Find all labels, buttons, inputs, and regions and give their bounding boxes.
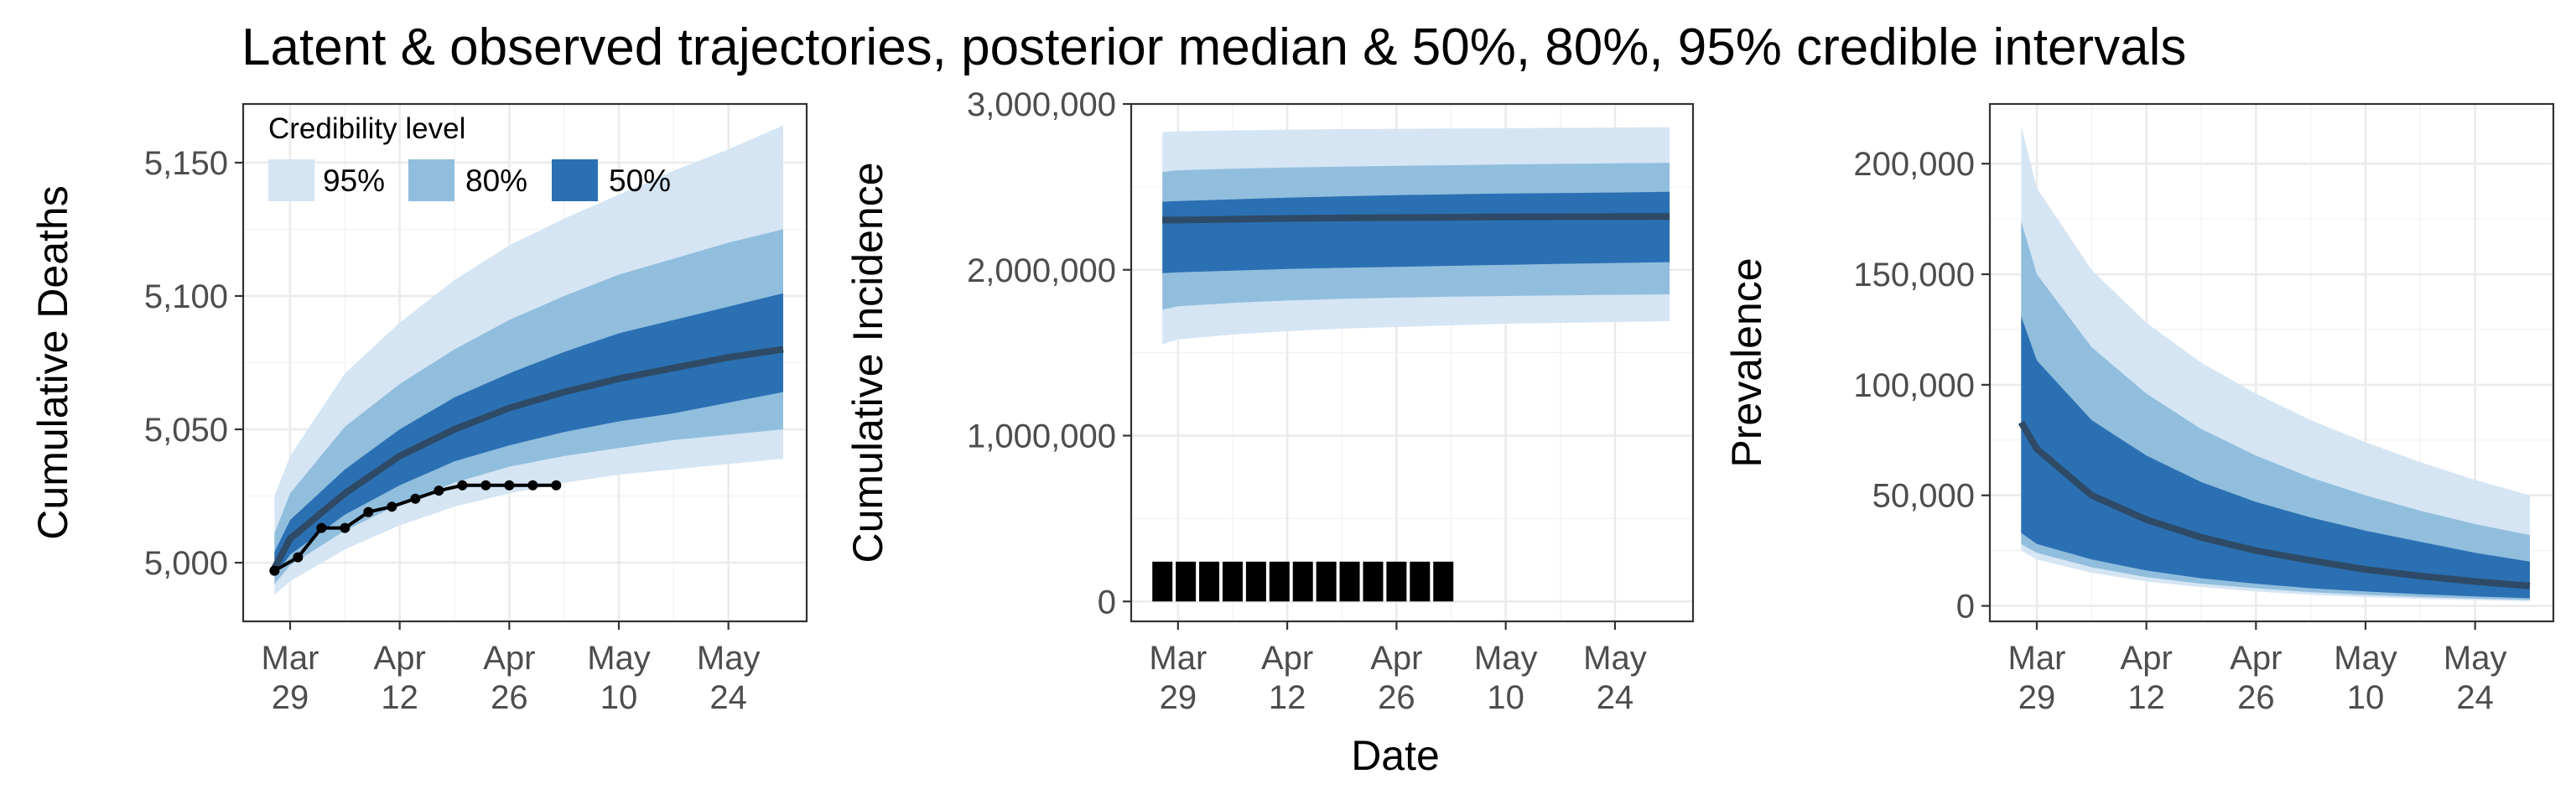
legend-key-50pct xyxy=(552,159,598,201)
x-tick-label-month: Apr xyxy=(1370,640,1422,677)
y-tick-label: 1,000,000 xyxy=(967,418,1116,455)
y-axis-title: Prevalence xyxy=(1723,257,1770,467)
y-tick-label: 150,000 xyxy=(1853,257,1975,293)
x-tick-label-month: May xyxy=(587,640,651,677)
observed-point xyxy=(410,493,421,504)
x-tick-label-day: 12 xyxy=(2127,679,2165,716)
y-axis-title: Cumulative Incidence xyxy=(844,162,891,563)
x-tick-label-day: 26 xyxy=(2237,679,2275,716)
x-tick-label-month: Apr xyxy=(374,640,426,677)
y-tick-label: 2,000,000 xyxy=(967,252,1116,289)
x-tick-label-month: Apr xyxy=(483,640,535,677)
median-line xyxy=(2018,420,2531,589)
median-line xyxy=(1162,213,1670,224)
observed-bar xyxy=(1222,561,1243,602)
x-tick-label-month: Apr xyxy=(2121,640,2173,677)
x-tick-label-month: Apr xyxy=(2230,640,2282,677)
observed-bar xyxy=(1292,561,1313,602)
y-tick-label: 5,100 xyxy=(144,278,228,315)
legend: Credibility level 95% 80% 50% xyxy=(268,112,671,201)
panel-cumulative-deaths: Mar29Apr12Apr26May10May245,0005,0505,100… xyxy=(29,102,808,716)
y-tick-label: 5,000 xyxy=(144,545,228,582)
ribbon-50pct xyxy=(2021,316,2530,599)
y-tick-label: 0 xyxy=(1956,589,1975,626)
observed-bar xyxy=(1316,561,1337,602)
x-tick-label-day: 24 xyxy=(1597,679,1634,716)
observed-bar xyxy=(1339,561,1360,602)
x-tick-label-day: 29 xyxy=(2018,679,2056,716)
observed-point xyxy=(527,480,538,491)
x-tick-label-day: 10 xyxy=(600,679,638,716)
x-tick-label-month: May xyxy=(2444,640,2507,677)
x-tick-label-day: 12 xyxy=(1269,679,1306,716)
y-tick-label: 3,000,000 xyxy=(967,86,1116,123)
legend-key-80pct xyxy=(408,159,454,201)
observed-point xyxy=(293,552,304,563)
observed-bar xyxy=(1176,561,1197,602)
x-tick-label-month: Mar xyxy=(2008,640,2066,677)
observed-bar xyxy=(1363,561,1384,602)
legend-key-95pct xyxy=(268,159,314,201)
panel-cumulative-incidence: Mar29Apr12Apr26May10May2401,000,0002,000… xyxy=(844,86,1695,716)
x-tick-label-month: Apr xyxy=(1261,640,1313,677)
y-tick-label: 5,050 xyxy=(144,412,228,449)
x-tick-label-day: 26 xyxy=(491,679,528,716)
observed-point xyxy=(504,480,515,491)
x-tick-label-day: 10 xyxy=(2347,679,2385,716)
panel-prevalence: Mar29Apr12Apr26May10May24050,000100,0001… xyxy=(1723,102,2555,716)
observed-point xyxy=(434,486,444,496)
legend-label: 50% xyxy=(609,164,671,198)
x-tick-label-month: May xyxy=(2334,640,2397,677)
observed-bar xyxy=(1386,561,1407,602)
y-tick-label: 5,150 xyxy=(144,145,228,182)
observed-point xyxy=(269,565,280,576)
legend-label: 95% xyxy=(323,164,385,198)
x-tick-label-day: 24 xyxy=(709,679,747,716)
observed-point xyxy=(480,480,491,491)
observed-point xyxy=(387,501,397,512)
legend-label: 80% xyxy=(465,164,527,198)
x-axis-title: Date xyxy=(1351,732,1440,779)
panel-border xyxy=(242,102,808,623)
y-tick-label: 100,000 xyxy=(1853,367,1975,404)
x-tick-label-month: Mar xyxy=(262,640,319,677)
panel-border xyxy=(1130,102,1695,623)
ribbon-50pct xyxy=(274,293,783,576)
y-tick-label: 0 xyxy=(1098,584,1116,621)
legend-title: Credibility level xyxy=(268,112,465,145)
x-tick-label-day: 24 xyxy=(2456,679,2494,716)
observed-bar xyxy=(1245,561,1266,602)
observed-point xyxy=(316,522,327,533)
y-axis-title: Cumulative Deaths xyxy=(29,185,76,539)
observed-bar xyxy=(1199,561,1220,602)
observed-point xyxy=(551,480,562,491)
y-tick-label: 50,000 xyxy=(1872,478,1975,515)
observed-point xyxy=(457,480,468,491)
observed-bar xyxy=(1269,561,1290,602)
x-tick-label-day: 29 xyxy=(272,679,309,716)
panel-border xyxy=(1988,102,2555,623)
x-tick-label-month: May xyxy=(697,640,761,677)
x-tick-label-month: Mar xyxy=(1149,640,1207,677)
x-tick-label-day: 12 xyxy=(381,679,418,716)
x-tick-label-month: May xyxy=(1583,640,1647,677)
x-tick-label-day: 10 xyxy=(1487,679,1524,716)
ribbon-50pct xyxy=(1162,191,1670,273)
observed-bar xyxy=(1433,561,1454,602)
y-tick-label: 200,000 xyxy=(1853,146,1975,183)
chart-title: Latent & observed trajectories, posterio… xyxy=(242,18,2186,76)
x-tick-label-day: 29 xyxy=(1160,679,1197,716)
x-tick-label-day: 26 xyxy=(1378,679,1415,716)
x-tick-label-month: May xyxy=(1474,640,1538,677)
observed-point xyxy=(363,506,374,517)
observed-bar xyxy=(1152,561,1173,602)
observed-point xyxy=(340,522,351,533)
median-line xyxy=(271,345,784,570)
observed-bar xyxy=(1410,561,1431,602)
